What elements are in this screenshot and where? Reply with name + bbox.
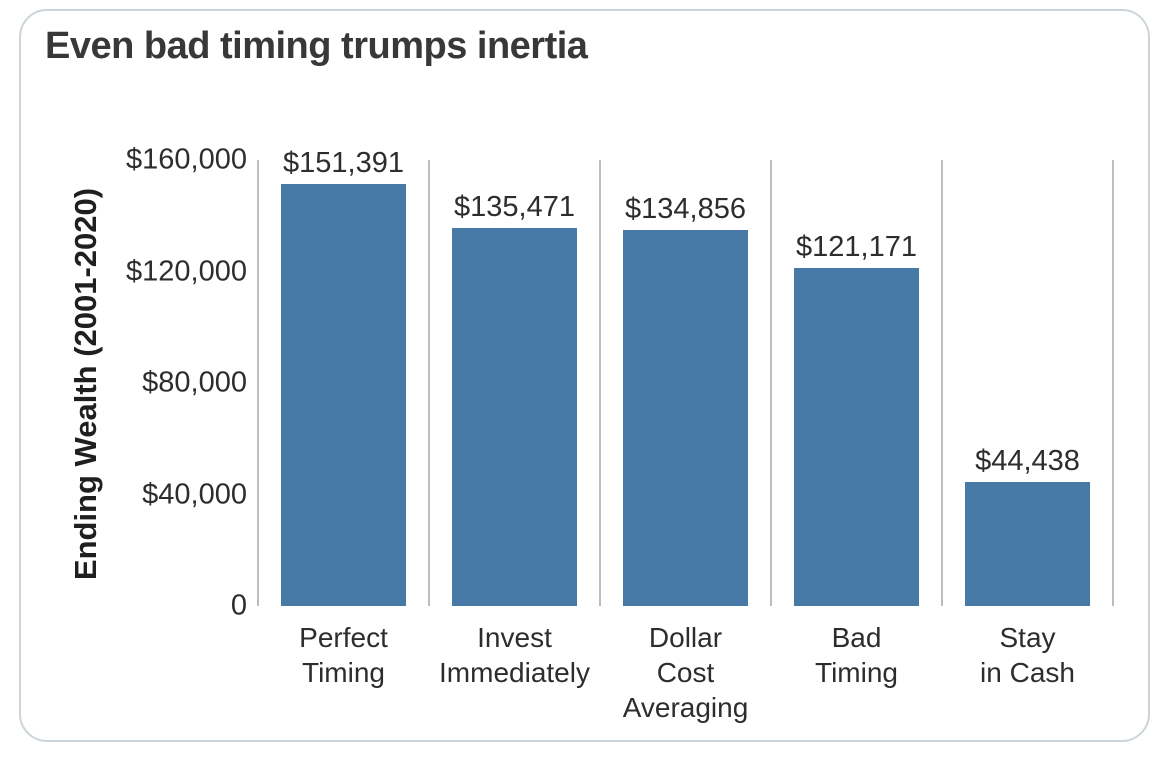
y-tick-label: $120,000 bbox=[126, 255, 247, 287]
bar-value-label: $135,471 bbox=[454, 191, 575, 223]
category-separator-gridline bbox=[770, 160, 772, 606]
chart-card: Even bad timing trumps inertia Ending We… bbox=[19, 9, 1150, 742]
category-separator-gridline bbox=[257, 160, 259, 606]
bar-perfect-timing bbox=[281, 184, 406, 606]
y-tick-label: $160,000 bbox=[126, 143, 247, 176]
plot-area: $151,391 $135,471 $134,856 $121,171 $44,438 bbox=[257, 147, 1114, 606]
category-separator-gridline bbox=[428, 160, 430, 606]
category-separator-gridline bbox=[599, 160, 601, 606]
category-label: Dollar Cost Averaging bbox=[622, 622, 749, 723]
bar-value-label: $151,391 bbox=[283, 147, 404, 179]
bar-invest-immediately bbox=[452, 228, 577, 606]
bar-value-label: $134,856 bbox=[625, 193, 746, 225]
category-separator-gridline bbox=[941, 160, 943, 606]
category-label: Perfect Timing bbox=[299, 622, 388, 688]
bar-value-label: $44,438 bbox=[975, 445, 1080, 477]
y-tick-label: $40,000 bbox=[142, 478, 247, 510]
category-label: Bad Timing bbox=[815, 622, 898, 688]
chart-title: Even bad timing trumps inertia bbox=[45, 25, 588, 67]
category-label: Stay in Cash bbox=[980, 622, 1075, 688]
y-tick-label: $80,000 bbox=[142, 366, 247, 399]
bar-bad-timing bbox=[794, 268, 919, 606]
category-separator-gridline bbox=[1112, 160, 1114, 606]
bar-value-label: $121,171 bbox=[796, 231, 917, 263]
bar-stay-in-cash bbox=[965, 482, 1090, 606]
category-label: Invest Immediately bbox=[439, 622, 590, 688]
bar-dollar-cost-averaging bbox=[623, 230, 748, 606]
y-tick-label: 0 bbox=[230, 589, 247, 622]
